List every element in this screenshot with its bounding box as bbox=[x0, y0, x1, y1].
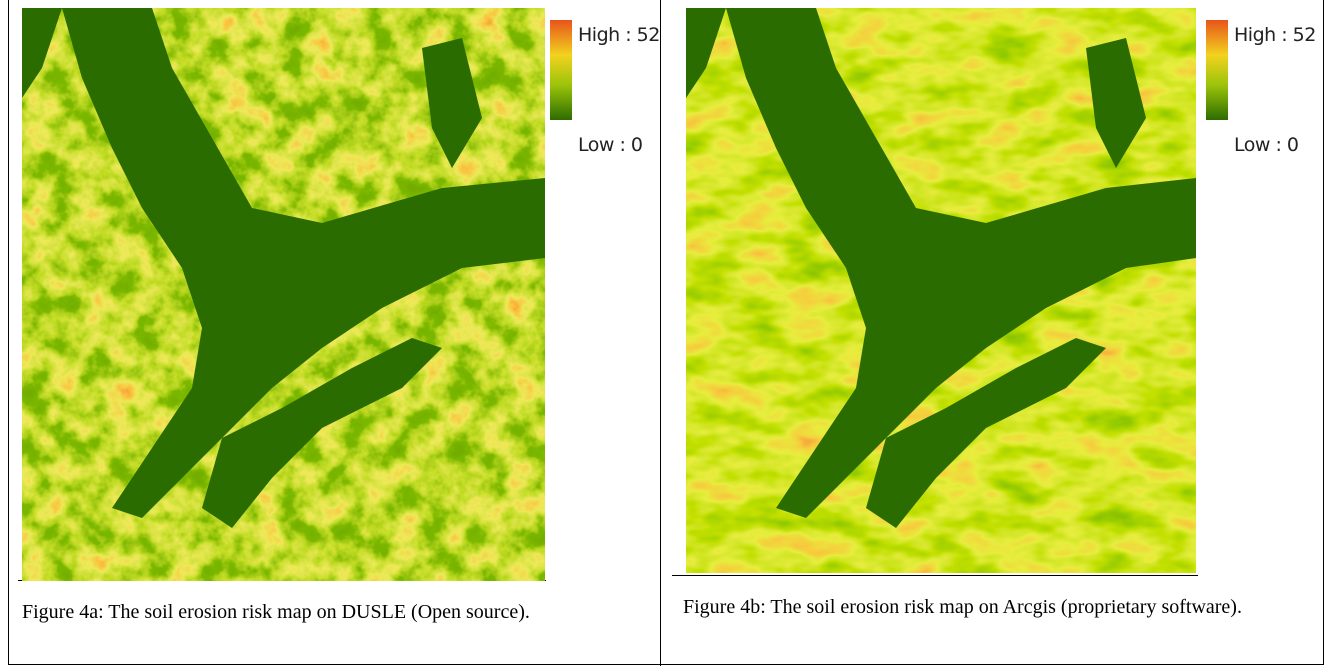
legend-high: High : 52 bbox=[1234, 24, 1316, 46]
page: {"figures": [ {"legend_high": "High : 52… bbox=[0, 0, 1333, 666]
legend-high: High : 52 bbox=[578, 24, 660, 46]
erosion-map bbox=[686, 8, 1196, 573]
legend-ramp bbox=[1206, 20, 1228, 120]
legend-ramp bbox=[550, 20, 572, 120]
figure-caption: Figure 4b: The soil erosion risk map on … bbox=[683, 593, 1313, 622]
cell-divider bbox=[660, 0, 661, 666]
legend-low: Low : 0 bbox=[578, 134, 642, 156]
figure-caption: Figure 4a: The soil erosion risk map on … bbox=[22, 598, 562, 627]
erosion-map bbox=[22, 8, 545, 581]
cell-rule bbox=[672, 575, 1198, 576]
legend-low: Low : 0 bbox=[1234, 134, 1298, 156]
